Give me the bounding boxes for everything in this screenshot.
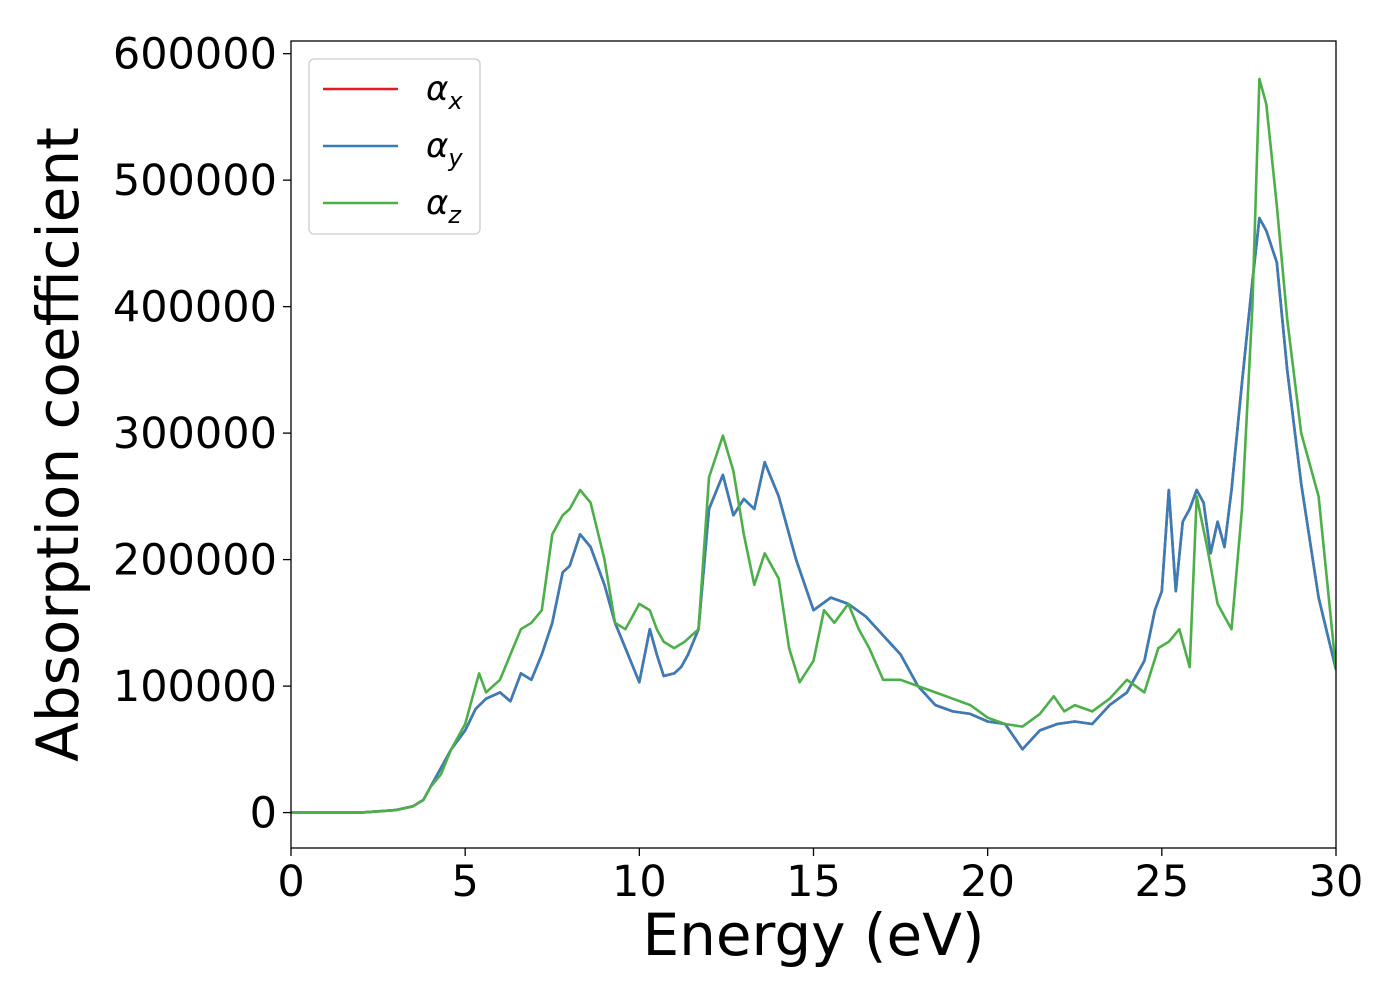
y-tick-label: 0 [250,789,277,839]
series-line-y [291,216,1336,814]
y-axis: 0 100000 200000 300000 400000 500000 600000 [113,30,291,839]
x-tick-label: 25 [1134,857,1189,907]
series-layer [291,77,1336,814]
series-line-z [291,77,1336,814]
x-axis-title: Energy (eV) [642,901,984,969]
x-tick-label: 15 [786,857,841,907]
y-tick-label: 200000 [113,536,277,586]
x-tick-label: 10 [612,857,667,907]
legend-label-z: αz [426,183,462,229]
y-tick-label: 600000 [113,30,277,80]
y-tick-label: 300000 [113,409,277,459]
legend: αx αy αz [308,58,481,235]
series-line-x [291,216,1336,814]
legend-label-y: αy [426,126,463,172]
y-tick-label: 500000 [113,156,277,206]
x-tick-label: 5 [451,857,478,907]
x-axis: 0 5 10 15 20 25 30 [277,848,1363,907]
x-tick-label: 20 [960,857,1015,907]
x-tick-label: 0 [277,857,304,907]
y-tick-label: 100000 [113,662,277,712]
legend-label-x: αx [426,69,463,115]
x-tick-label: 30 [1309,857,1364,907]
y-tick-label: 400000 [113,283,277,333]
y-axis-title: Absorption coefficient [24,127,92,762]
